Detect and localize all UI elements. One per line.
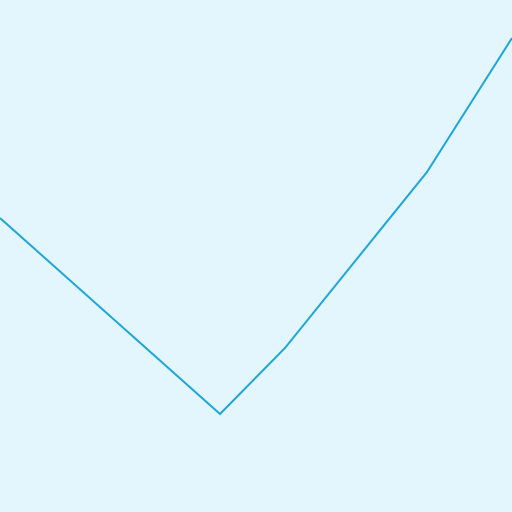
polyline-line	[0, 37, 512, 416]
